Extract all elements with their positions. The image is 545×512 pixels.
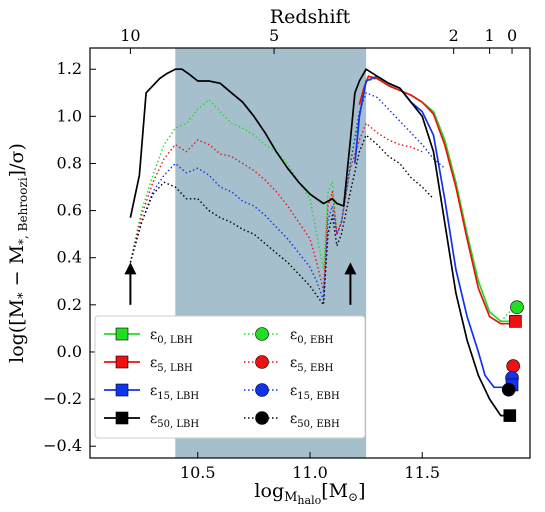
- legend-box: [94, 315, 366, 439]
- x-tick-label-0: 10.5: [180, 463, 216, 482]
- series-layer: [129, 68, 513, 417]
- end-marker-layer: [501, 300, 524, 422]
- legend-label-6: ε50, LBH: [150, 411, 199, 430]
- y-tick-label-1: −0.2: [43, 389, 82, 408]
- arrow-layer: [124, 262, 357, 305]
- top-tick-label-2: 2: [449, 26, 459, 45]
- y-tick-label-5: 0.6: [57, 201, 82, 220]
- legend-label-3: ε5, EBH: [290, 355, 334, 374]
- x-tick-label-2: 11.5: [404, 463, 440, 482]
- top-axis-label: Redshift: [270, 6, 351, 28]
- legend-marker-3: [255, 355, 269, 369]
- series-line-e15-ebh: [129, 92, 446, 301]
- legend-label-7: ε50, EBH: [290, 411, 340, 430]
- legend-label-4: ε15, LBH: [150, 383, 199, 402]
- end-marker-circle-5: [501, 382, 516, 397]
- top-tick-label-3: 1: [484, 26, 494, 45]
- y-tick-label-2: 0.0: [57, 342, 82, 361]
- y-tick-label-6: 0.8: [57, 153, 82, 172]
- end-marker-square-1: [509, 315, 522, 328]
- legend-marker-6: [115, 411, 129, 425]
- legend-marker-1: [255, 327, 269, 341]
- y-tick-label-8: 1.2: [57, 59, 82, 78]
- series-line-e15-lbh: [354, 75, 513, 389]
- end-marker-circle-2: [506, 359, 520, 373]
- y-tick-label-7: 1.0: [57, 106, 82, 125]
- legend-marker-2: [115, 355, 129, 369]
- end-marker-circle-0: [510, 300, 524, 314]
- top-tick-label-0: 10: [120, 26, 140, 45]
- series-line-e50-lbh: [129, 68, 508, 417]
- tick-layer: 10.5 11.0 11.5 −0.4 −0.2 0.0 0.2 0.4 0.6 0.8 1.0 1.…: [43, 26, 517, 482]
- top-tick-label-4: 0: [507, 26, 517, 45]
- y-tick-label-3: 0.2: [57, 295, 82, 314]
- legend: ε0, LBH ε0, EBH ε5, LBH ε5, EBH ε15, LBH ε15,…: [94, 315, 366, 439]
- top-tick-label-1: 5: [269, 26, 279, 45]
- legend-label-1: ε0, EBH: [290, 327, 334, 346]
- arrow-head-1: [344, 262, 357, 275]
- legend-marker-5: [255, 383, 269, 397]
- legend-label-0: ε0, LBH: [150, 327, 193, 346]
- legend-label-2: ε5, LBH: [150, 355, 193, 374]
- legend-marker-7: [255, 411, 269, 425]
- end-marker-square-6: [503, 409, 517, 422]
- series-line-e5-ebh: [129, 122, 423, 292]
- legend-marker-4: [115, 383, 129, 397]
- arrow-head-0: [124, 262, 137, 275]
- x-tick-label-1: 11.0: [292, 463, 328, 482]
- legend-marker-0: [115, 327, 129, 341]
- y-tick-label-0: −0.4: [43, 436, 82, 455]
- y-tick-label-4: 0.4: [57, 248, 82, 267]
- y-axis-label: log([M* − M*, Behroozi]/σ): [6, 143, 31, 363]
- legend-label-5: ε15, EBH: [290, 383, 340, 402]
